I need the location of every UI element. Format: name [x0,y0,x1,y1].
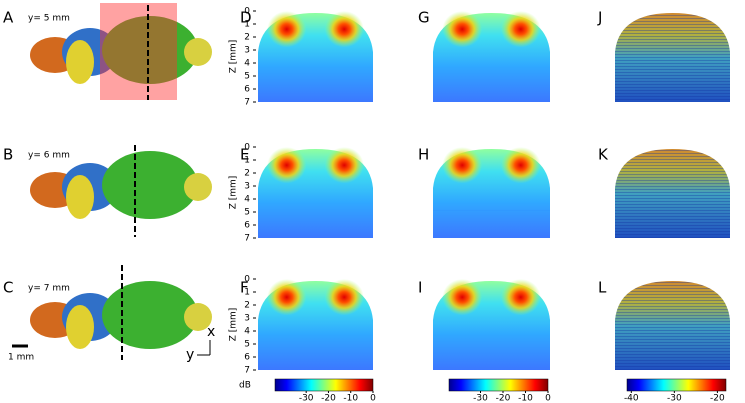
z-tick-label: 7 [244,366,250,376]
axis-x-label: x [207,324,215,340]
colorbar-tick-label: -10 [518,394,533,403]
hot-spot [324,147,364,184]
z-tick-label: 1 [244,156,250,166]
colorbar-tick-label: -30 [667,394,682,403]
z-tick-label: 0 [244,143,250,153]
hot-spot [500,147,541,184]
brain-c [30,265,212,360]
colorbar-tick-label: -30 [473,394,488,403]
z-tick-label: 3 [244,182,250,192]
z-tick-label: 2 [244,33,250,43]
colorbar [274,378,374,392]
panel-letter: D [240,9,252,27]
colorbar-tick-label: 0 [545,394,551,403]
scale-label: 1 mm [8,353,34,363]
colorbar-tick-label: -20 [496,394,511,403]
panel-label: y= 6 mm [28,151,70,161]
z-tick-label: 6 [244,85,250,95]
colorbar-tick-label: -20 [321,394,336,403]
z-tick-label: 3 [244,46,250,56]
colorbar-label: dB [239,381,251,391]
z-tick-label: 3 [244,314,250,324]
z-tick-label: 4 [244,327,250,337]
z-tick-label: 5 [244,72,250,82]
z-tick-label: 4 [244,59,250,69]
panel-letter: E [240,146,249,164]
panel-letter: F [240,279,249,297]
z-tick-label: 1 [244,20,250,30]
hot-spot [442,279,483,316]
z-tick-label: 2 [244,169,250,179]
panel-label: y= 7 mm [28,284,70,294]
brain-b [30,145,212,237]
z-tick-label: 1 [244,288,250,298]
hot-spot [500,279,541,316]
colorbar-tick-label: -40 [624,394,639,403]
panel-letter: I [418,279,422,297]
hot-spot [267,147,307,184]
panel-letter: K [598,146,609,164]
z-tick-label: 0 [244,7,250,17]
z-tick-label: 6 [244,353,250,363]
z-tick-label: 0 [244,275,250,285]
noise [615,13,730,102]
z-tick-label: 7 [244,234,250,244]
brain-a [30,3,212,100]
hot-spot [442,11,483,48]
z-tick-label: 2 [244,301,250,311]
colorbar-tick-label: 0 [370,394,376,403]
panel-label: y= 5 mm [28,14,70,24]
hot-spot [267,279,307,316]
hot-spot [500,11,541,48]
hot-spot [324,279,364,316]
panel-letter: A [3,9,14,27]
colorbar-tick-label: -30 [299,394,314,403]
panel-letter: J [597,9,602,27]
z-tick-label: 5 [244,208,250,218]
hot-spot [324,11,364,48]
colorbar [626,378,727,392]
z-axis-label: Z [mm] [229,176,239,210]
panel-letter: G [418,9,430,27]
noise [615,149,730,238]
z-tick-label: 7 [244,98,250,108]
axis-y-label: y [186,347,194,363]
panel-letter: B [3,146,13,164]
z-tick-label: 6 [244,221,250,231]
noise [615,281,730,370]
z-axis-label: Z [mm] [229,40,239,74]
colorbar [448,378,549,392]
panel-letter: L [598,279,607,297]
hot-spot [267,11,307,48]
panel-letter: C [3,279,13,297]
z-tick-label: 4 [244,195,250,205]
colorbar-tick-label: -10 [343,394,358,403]
z-axis-label: Z [mm] [229,308,239,342]
hot-spot [442,147,483,184]
z-tick-label: 5 [244,340,250,350]
colorbar-tick-label: -20 [710,394,725,403]
panel-letter: H [418,146,429,164]
